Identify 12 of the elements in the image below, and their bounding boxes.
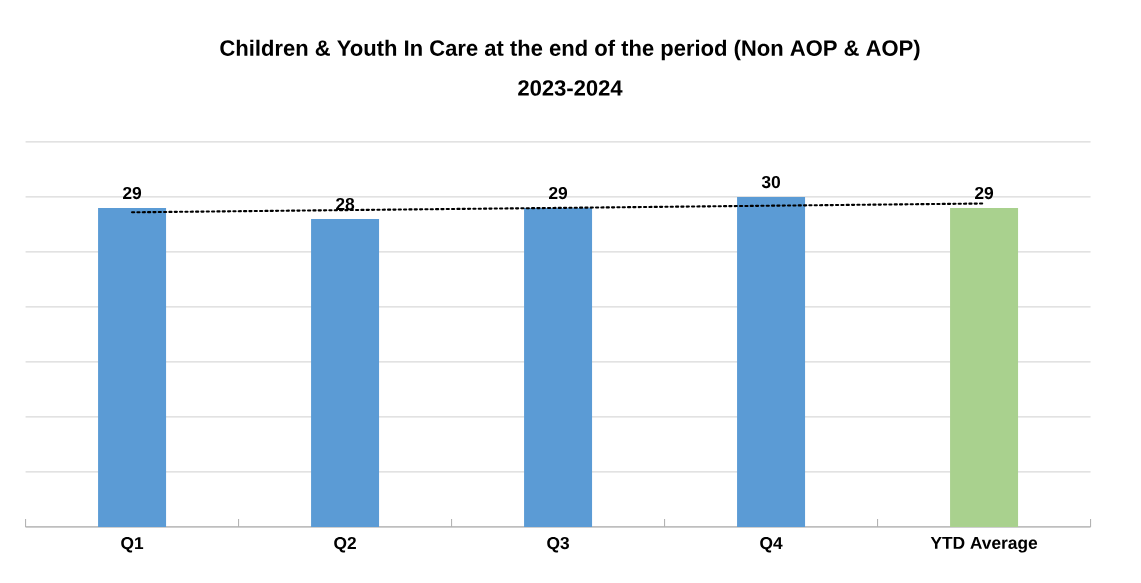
data-label: 30 xyxy=(761,175,780,189)
data-label: 29 xyxy=(975,186,994,200)
data-label: 29 xyxy=(123,186,142,200)
x-tick-label: Q3 xyxy=(547,536,569,553)
x-tick-label: Q2 xyxy=(334,536,356,553)
data-label: 29 xyxy=(549,186,568,200)
x-tick-label: Q1 xyxy=(121,536,144,553)
data-label: 28 xyxy=(336,197,355,211)
x-tick-label: YTD Average xyxy=(930,536,1038,553)
chart-title: Children & Youth In Care at the end of the period (Non AOP & AOP) xyxy=(220,39,920,61)
chart-subtitle: 2023-2024 xyxy=(518,80,623,96)
x-tick-label: Q4 xyxy=(760,536,783,553)
